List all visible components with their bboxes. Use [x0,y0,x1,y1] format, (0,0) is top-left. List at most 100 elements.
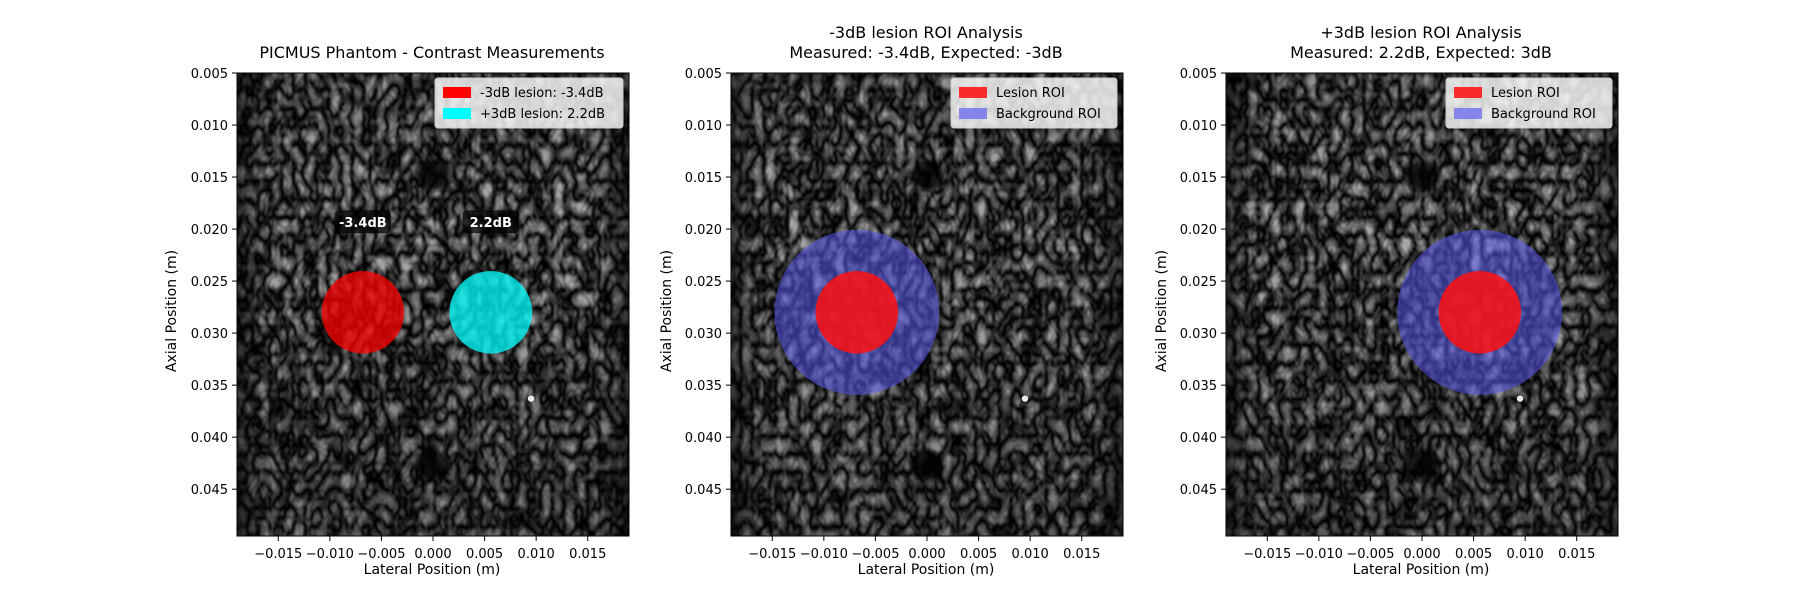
panel-3-x-axis-label: Lateral Position (m) [1353,562,1490,578]
image-content [237,73,629,536]
panel-3-y-ticks: 0.005 0.010 0.015 0.020 0.025 0.030 0.035 0.040… [1180,67,1226,498]
y-tick-label: 0.025 [191,275,228,290]
anechoic-cyst [412,446,454,484]
anechoic-cyst [1401,156,1443,194]
lesion-value-label-box [462,210,519,234]
y-tick-label: 0.005 [191,67,228,82]
x-tick-label: −0.015 [748,547,796,562]
panel-3-title-line2: Measured: 2.2dB, Expected: 3dB [1290,43,1552,62]
lesion-roi [1438,271,1522,354]
legend-label: Background ROI [1491,107,1596,122]
legend-swatch [1454,108,1482,119]
y-tick-label: 0.020 [685,223,722,238]
legend-box [434,77,624,129]
x-tick-label: −0.010 [306,547,354,562]
y-tick-label: 0.020 [1180,223,1217,238]
x-tick-label: 0.000 [1403,547,1440,562]
x-tick-label: −0.005 [1346,547,1394,562]
panel-2-legend: Lesion ROI Background ROI [950,77,1118,129]
panel-2-x-axis-label: Lateral Position (m) [858,562,995,578]
legend-swatch [959,87,987,98]
y-tick-label: 0.020 [191,223,228,238]
y-tick-label: 0.040 [1180,431,1217,446]
x-tick-label: −0.015 [1243,547,1291,562]
anechoic-cyst [1401,446,1443,484]
y-tick-label: 0.040 [191,431,228,446]
y-tick-label: 0.035 [1180,379,1217,394]
panel-1-x-axis-label: Lateral Position (m) [364,562,501,578]
x-tick-label: 0.010 [518,547,555,562]
y-tick-label: 0.010 [1180,119,1217,134]
y-tick-label: 0.045 [191,483,228,498]
panel-minus3db-roi: -3dB lesion ROI Analysis Measured: -3.4d… [659,23,1124,578]
y-tick-label: 0.030 [685,327,722,342]
y-tick-label: 0.015 [685,171,722,186]
x-tick-label: 0.010 [1012,547,1049,562]
panel-3-title-line1: +3dB lesion ROI Analysis [1320,23,1521,42]
panel-1-y-axis-label: Axial Position (m) [164,250,180,372]
x-tick-label: 0.005 [960,547,997,562]
legend-label: Lesion ROI [996,86,1065,101]
y-tick-label: 0.030 [1180,327,1217,342]
legend-label: +3dB lesion: 2.2dB [480,107,605,122]
legend-swatch [959,108,987,119]
panel-plus3db-roi: +3dB lesion ROI Analysis Measured: 2.2dB… [1154,23,1619,578]
panel-1-image: -3.4dB 2.2dB [236,72,630,537]
lesion-circle-1 [321,271,405,354]
panel-1-title: PICMUS Phantom - Contrast Measurements [259,43,604,62]
y-tick-label: 0.005 [685,67,722,82]
panel-2-x-ticks: −0.015 −0.010 −0.005 0.000 0.005 0.010 0.015 [748,536,1100,562]
y-tick-label: 0.035 [191,379,228,394]
x-tick-label: −0.010 [1295,547,1343,562]
panel-2-title-line2: Measured: -3.4dB, Expected: -3dB [789,43,1062,62]
bright-point [1021,395,1029,402]
panel-2-y-ticks: 0.005 0.010 0.015 0.020 0.025 0.030 0.035 0.040… [685,67,731,498]
x-tick-label: 0.015 [569,547,606,562]
anechoic-cyst [906,446,948,484]
legend-label: -3dB lesion: -3.4dB [480,86,604,101]
x-tick-label: 0.015 [1063,547,1100,562]
panel-1-x-ticks: −0.015 −0.010 −0.005 0.000 0.005 0.010 0.015 [254,536,606,562]
y-tick-label: 0.005 [1180,67,1217,82]
image-content [731,73,1123,536]
image-content [1226,73,1618,536]
legend-box [1445,77,1613,129]
y-tick-label: 0.045 [685,483,722,498]
x-tick-label: −0.005 [851,547,899,562]
panel-contrast-measurements: PICMUS Phantom - Contrast Measurements -… [164,43,630,578]
y-tick-label: 0.045 [1180,483,1217,498]
x-tick-label: 0.005 [466,547,503,562]
anechoic-cyst [412,156,454,194]
y-tick-label: 0.015 [191,171,228,186]
x-tick-label: −0.010 [800,547,848,562]
panel-1-y-ticks: 0.005 0.010 0.015 0.020 0.025 0.030 0.035 0.040… [191,67,237,498]
legend-swatch [443,108,471,119]
legend-label: Lesion ROI [1491,86,1560,101]
panel-2-image [730,72,1124,537]
y-tick-label: 0.025 [685,275,722,290]
lesion-value-label-box [334,210,391,234]
legend-label: Background ROI [996,107,1101,122]
panel-3-legend: Lesion ROI Background ROI [1445,77,1613,129]
y-tick-label: 0.025 [1180,275,1217,290]
panel-3-image [1225,72,1619,537]
x-tick-label: 0.005 [1455,547,1492,562]
y-tick-label: 0.030 [191,327,228,342]
x-tick-label: 0.000 [414,547,451,562]
panel-2-title-line1: -3dB lesion ROI Analysis [829,23,1023,42]
y-tick-label: 0.040 [685,431,722,446]
bright-point [1516,395,1524,402]
y-tick-label: 0.010 [685,119,722,134]
panel-1-legend: -3dB lesion: -3.4dB +3dB lesion: 2.2dB [434,77,624,129]
panel-3-x-ticks: −0.015 −0.010 −0.005 0.000 0.005 0.010 0.015 [1243,536,1595,562]
lesion-value-label: -3.4dB [339,216,387,231]
bright-point [527,395,535,402]
legend-box [950,77,1118,129]
legend-swatch [1454,87,1482,98]
x-tick-label: −0.005 [357,547,405,562]
panel-3-y-axis-label: Axial Position (m) [1154,250,1170,372]
lesion-circle-2 [449,271,533,354]
y-tick-label: 0.010 [191,119,228,134]
x-tick-label: 0.000 [908,547,945,562]
